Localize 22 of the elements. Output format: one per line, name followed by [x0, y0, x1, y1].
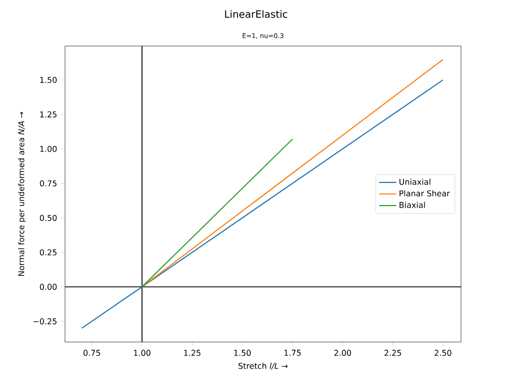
- chart-title: LinearElastic: [225, 10, 288, 18]
- x-axis-title: Stretch l/L →: [238, 362, 288, 370]
- x-tick-label: 1.25: [184, 350, 200, 356]
- y-tick-label: 0.00: [40, 284, 57, 290]
- y-tick-label: 1.25: [40, 111, 56, 118]
- legend-label: Biaxial: [400, 202, 425, 208]
- y-tick-label: 0.75: [40, 180, 56, 186]
- x-tick-label: 0.75: [84, 350, 100, 356]
- x-tick-label: 2.00: [334, 350, 352, 356]
- y-tick-label: 1.50: [40, 76, 57, 83]
- y-axis-title: Normal force per undeformed area N/A →: [18, 112, 26, 276]
- y-tick-label: 1.00: [40, 146, 57, 152]
- x-tick-label: 1.75: [284, 350, 301, 356]
- x-tick-label: 2.50: [434, 350, 452, 356]
- y-tick-label: −0.25: [34, 318, 56, 324]
- x-tick-label: 1.50: [234, 350, 251, 356]
- x-tick-label: 2.25: [384, 350, 401, 356]
- legend-label: Planar Shear: [400, 190, 450, 196]
- y-tick-label: 0.25: [40, 249, 56, 256]
- y-tick-label: 0.50: [40, 214, 57, 221]
- x-tick-label: 1.00: [134, 350, 150, 356]
- legend-label: Uniaxial: [400, 178, 430, 185]
